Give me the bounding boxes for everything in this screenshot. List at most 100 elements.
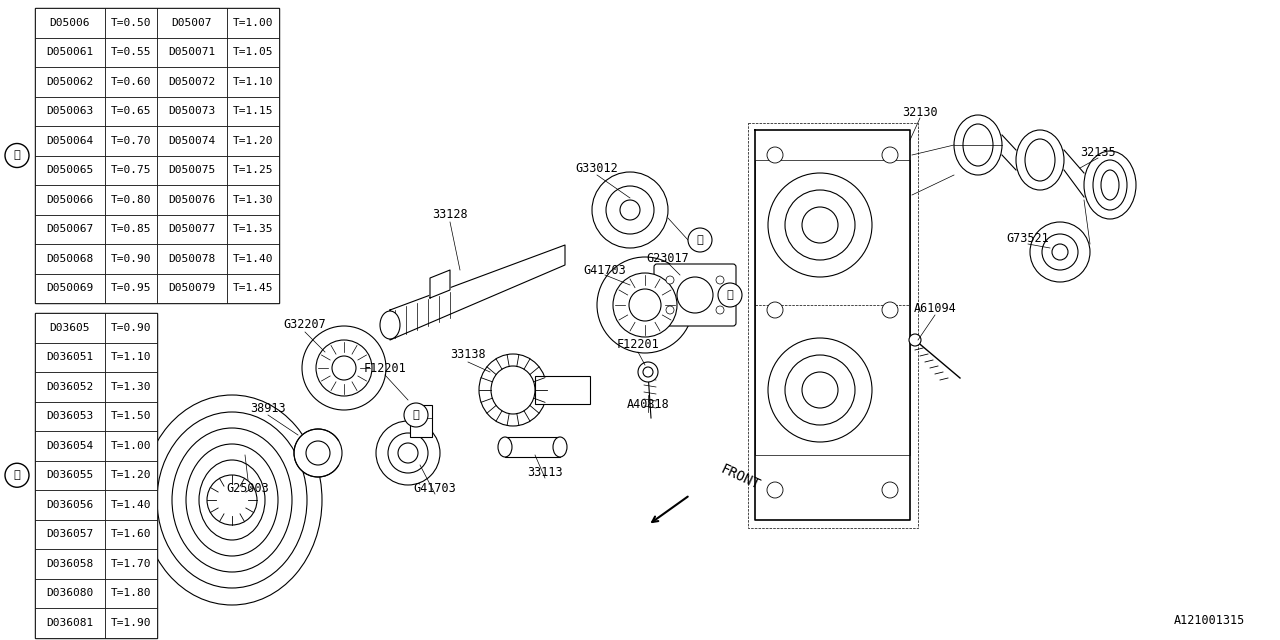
Bar: [105, 126, 157, 156]
Bar: [35, 313, 105, 342]
Circle shape: [637, 362, 658, 382]
Bar: [157, 97, 227, 126]
Text: T=1.60: T=1.60: [111, 529, 151, 540]
Bar: [227, 67, 279, 97]
Bar: [105, 579, 157, 608]
Circle shape: [628, 289, 660, 321]
Bar: [105, 608, 157, 637]
Text: D050061: D050061: [46, 47, 93, 57]
Bar: [35, 401, 105, 431]
Text: D050064: D050064: [46, 136, 93, 146]
Bar: [105, 313, 157, 342]
Text: T=1.20: T=1.20: [233, 136, 273, 146]
Text: D036052: D036052: [46, 381, 93, 392]
Text: 33138: 33138: [451, 349, 486, 362]
Text: T=0.75: T=0.75: [111, 165, 151, 175]
Text: 32135: 32135: [1080, 145, 1116, 159]
Circle shape: [332, 356, 356, 380]
Bar: [157, 156, 227, 185]
Text: T=1.50: T=1.50: [111, 412, 151, 421]
Text: D050069: D050069: [46, 284, 93, 293]
Text: A40818: A40818: [627, 399, 669, 412]
Text: 38913: 38913: [250, 401, 285, 415]
Bar: [35, 342, 105, 372]
Text: F12201: F12201: [617, 339, 659, 351]
Text: G41703: G41703: [584, 264, 626, 276]
Text: T=1.30: T=1.30: [111, 381, 151, 392]
Ellipse shape: [1093, 160, 1126, 210]
Ellipse shape: [1084, 151, 1137, 219]
Text: D050074: D050074: [169, 136, 215, 146]
Bar: [35, 549, 105, 579]
Text: D050067: D050067: [46, 224, 93, 234]
Text: D036053: D036053: [46, 412, 93, 421]
Text: T=1.10: T=1.10: [111, 352, 151, 362]
Circle shape: [803, 207, 838, 243]
Text: G33012: G33012: [576, 161, 618, 175]
Circle shape: [591, 172, 668, 248]
Bar: [227, 38, 279, 67]
Text: T=1.00: T=1.00: [111, 441, 151, 451]
Text: ③: ③: [727, 290, 733, 300]
Text: G41703: G41703: [413, 481, 457, 495]
Circle shape: [207, 475, 257, 525]
Bar: [35, 372, 105, 401]
Circle shape: [767, 302, 783, 318]
Text: D050076: D050076: [169, 195, 215, 205]
Bar: [410, 405, 433, 437]
Text: D050062: D050062: [46, 77, 93, 87]
Text: T=1.70: T=1.70: [111, 559, 151, 569]
Text: D050079: D050079: [169, 284, 215, 293]
Text: ①: ①: [14, 150, 20, 161]
Bar: [35, 273, 105, 303]
Bar: [227, 8, 279, 38]
Bar: [105, 401, 157, 431]
Text: F12201: F12201: [364, 362, 406, 374]
Bar: [157, 214, 227, 244]
Bar: [105, 431, 157, 461]
Text: T=0.55: T=0.55: [111, 47, 151, 57]
Bar: [35, 244, 105, 273]
Circle shape: [716, 306, 724, 314]
Circle shape: [5, 463, 29, 487]
Polygon shape: [390, 245, 564, 340]
Bar: [105, 214, 157, 244]
Polygon shape: [430, 270, 451, 298]
Circle shape: [1052, 244, 1068, 260]
Bar: [105, 490, 157, 520]
Bar: [227, 214, 279, 244]
Text: 33128: 33128: [433, 209, 467, 221]
Bar: [748, 123, 918, 528]
Text: G25003: G25003: [227, 481, 269, 495]
Text: 32130: 32130: [902, 106, 938, 118]
Text: D050072: D050072: [169, 77, 215, 87]
Circle shape: [803, 372, 838, 408]
Ellipse shape: [1101, 170, 1119, 200]
Text: T=1.35: T=1.35: [233, 224, 273, 234]
Text: ②: ②: [412, 410, 420, 420]
Text: FRONT: FRONT: [718, 462, 762, 492]
Circle shape: [882, 482, 899, 498]
Circle shape: [613, 273, 677, 337]
Bar: [35, 579, 105, 608]
Ellipse shape: [198, 460, 265, 540]
Bar: [35, 608, 105, 637]
Text: D036055: D036055: [46, 470, 93, 480]
Text: D036054: D036054: [46, 441, 93, 451]
Text: D036051: D036051: [46, 352, 93, 362]
Text: T=1.45: T=1.45: [233, 284, 273, 293]
Bar: [35, 67, 105, 97]
Text: G32207: G32207: [284, 319, 326, 332]
Circle shape: [388, 433, 428, 473]
Bar: [105, 185, 157, 214]
Text: T=0.90: T=0.90: [111, 253, 151, 264]
Circle shape: [768, 338, 872, 442]
Polygon shape: [755, 130, 910, 520]
Circle shape: [294, 429, 342, 477]
Bar: [157, 185, 227, 214]
Circle shape: [316, 340, 372, 396]
Bar: [227, 126, 279, 156]
Text: D050073: D050073: [169, 106, 215, 116]
Text: D050066: D050066: [46, 195, 93, 205]
Text: D050068: D050068: [46, 253, 93, 264]
